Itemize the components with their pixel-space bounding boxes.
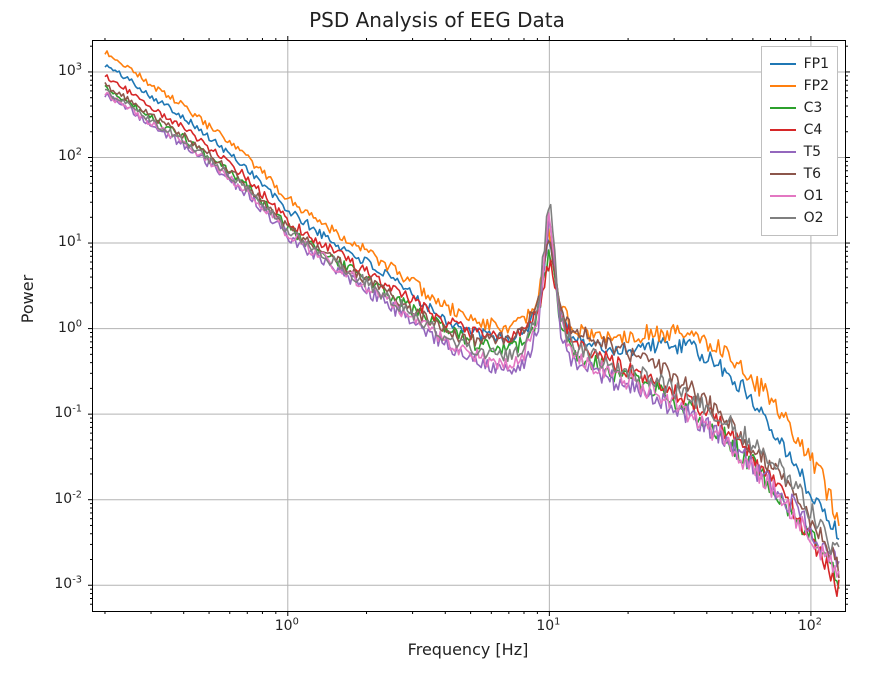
- series-o2: [105, 90, 839, 555]
- y-tick-label: 10-1: [54, 405, 82, 421]
- x-tick-label: 100: [275, 618, 299, 634]
- plot-svg: [93, 41, 845, 611]
- axes-area: [92, 40, 846, 612]
- y-tick-label: 102: [58, 148, 82, 164]
- legend-swatch: [770, 217, 796, 220]
- legend-item-t6: T6: [770, 163, 829, 185]
- figure: PSD Analysis of EEG Data Frequency [Hz] …: [0, 0, 874, 681]
- y-tick-label: 103: [58, 63, 82, 79]
- x-axis-label: Frequency [Hz]: [92, 640, 844, 659]
- legend: FP1 FP2 C3 C4 T5 T6 O1 O2: [761, 46, 838, 236]
- series-fp1: [105, 65, 839, 539]
- legend-label: O1: [804, 188, 824, 204]
- legend-label: FP2: [804, 78, 829, 94]
- y-tick-label: 10-2: [54, 491, 82, 507]
- legend-label: T6: [804, 166, 821, 182]
- legend-swatch: [770, 63, 796, 66]
- legend-item-o1: O1: [770, 185, 829, 207]
- legend-label: C3: [804, 100, 823, 116]
- chart-title: PSD Analysis of EEG Data: [0, 8, 874, 32]
- legend-label: FP1: [804, 56, 829, 72]
- legend-swatch: [770, 173, 796, 176]
- y-tick-label: 101: [58, 234, 82, 250]
- legend-item-fp2: FP2: [770, 75, 829, 97]
- legend-label: T5: [804, 144, 821, 160]
- legend-item-c4: C4: [770, 119, 829, 141]
- legend-label: C4: [804, 122, 823, 138]
- legend-swatch: [770, 107, 796, 110]
- y-axis-label: Power: [18, 249, 37, 349]
- legend-swatch: [770, 195, 796, 198]
- series-fp2: [105, 51, 839, 526]
- legend-item-t5: T5: [770, 141, 829, 163]
- x-tick-label: 102: [798, 618, 822, 634]
- y-tick-label: 10-3: [54, 576, 82, 592]
- legend-item-o2: O2: [770, 207, 829, 229]
- legend-swatch: [770, 129, 796, 132]
- legend-swatch: [770, 151, 796, 154]
- legend-item-fp1: FP1: [770, 53, 829, 75]
- legend-label: O2: [804, 210, 824, 226]
- legend-item-c3: C3: [770, 97, 829, 119]
- legend-swatch: [770, 85, 796, 88]
- x-tick-label: 101: [536, 618, 560, 634]
- y-tick-label: 100: [58, 320, 82, 336]
